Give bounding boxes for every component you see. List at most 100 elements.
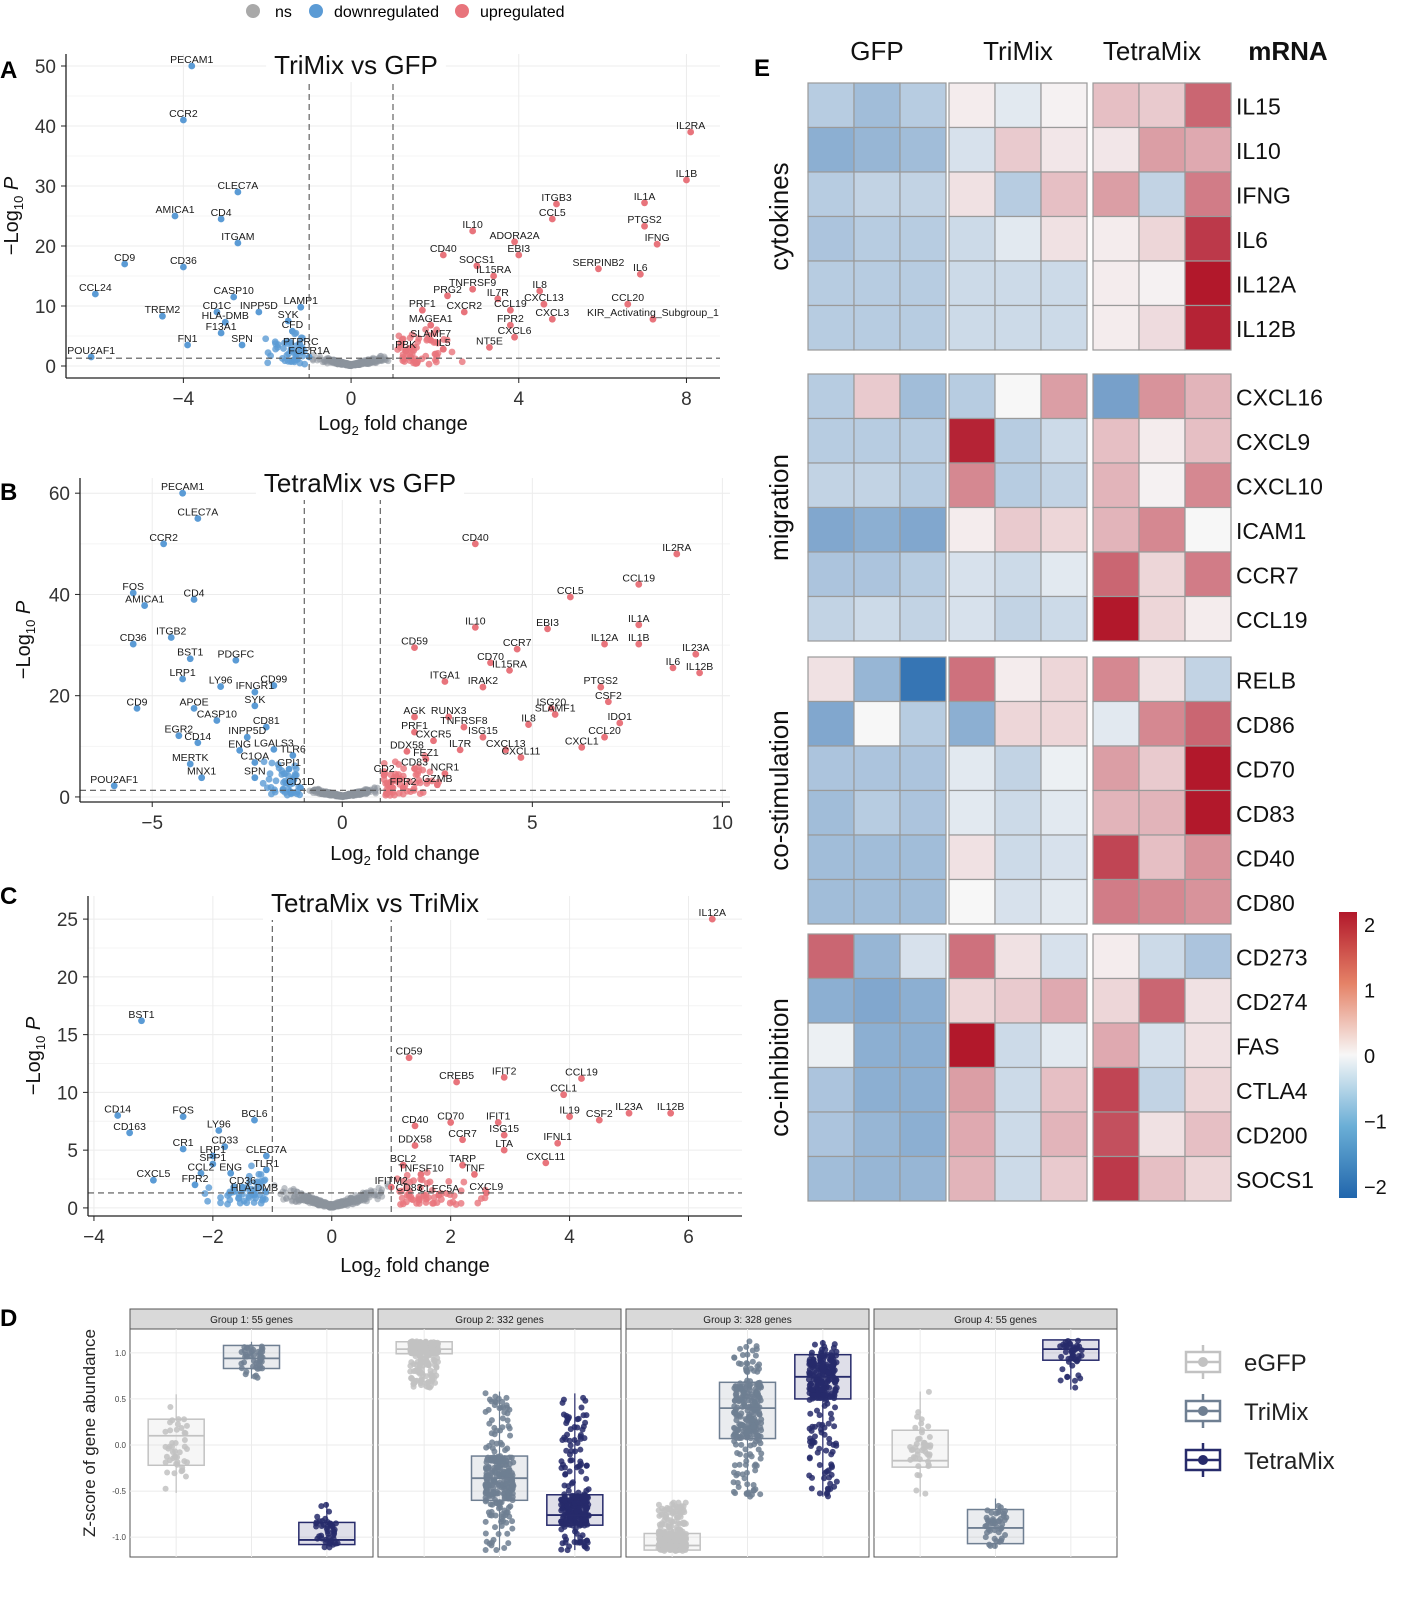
labeled-point [418, 306, 426, 314]
heatmap-cell [1138, 1066, 1186, 1113]
heatmap-cell [1040, 1111, 1088, 1158]
down-point [286, 338, 293, 346]
heatmap-cell [1184, 834, 1232, 881]
heatmap-cell [1184, 171, 1232, 218]
x-tick-label: 4 [513, 389, 524, 410]
data-point [485, 1509, 492, 1516]
labeled-point [232, 656, 240, 664]
y-tick-label: 15 [57, 1026, 78, 1047]
data-point [499, 1424, 506, 1431]
facet: Group 3: 328 genes [625, 1308, 870, 1558]
gene-label: CXCL6 [498, 325, 532, 337]
heatmap-panel-e: GFP TriMix TetraMix mRNA cytokines IL15 IL10 IF… [764, 36, 1387, 1202]
gene-label: FPR2 [182, 1173, 209, 1185]
heatmap-cell [1040, 656, 1088, 703]
heatmap-cell [948, 656, 996, 703]
gene-label: IFIT1 [486, 1110, 511, 1122]
data-point [821, 1475, 828, 1482]
heatmap-cell [1040, 595, 1088, 642]
data-point [407, 1362, 414, 1369]
gene-label: CXCL9 [1236, 429, 1310, 455]
heatmap-cell [1040, 126, 1088, 173]
data-point [162, 1485, 169, 1492]
heatmap-cell [1138, 933, 1186, 980]
significant-points [262, 326, 466, 368]
gene-label: CD99 [260, 674, 287, 686]
labeled-point [186, 760, 194, 768]
down-point [281, 357, 289, 365]
heatmap-cell [1040, 700, 1088, 747]
heatmap-cell [899, 656, 947, 703]
heatmap-cell [1184, 1111, 1232, 1158]
heatmap-cell [994, 977, 1042, 1024]
data-point [748, 1453, 755, 1460]
down-point [205, 1184, 213, 1192]
legend-marker [1198, 1357, 1208, 1367]
heatmap-cell [1138, 373, 1186, 420]
heatmap-cell [1138, 215, 1186, 262]
data-point [498, 1404, 505, 1411]
heatmap-cell [1138, 260, 1186, 307]
labeled-point [230, 293, 238, 301]
heatmap-cell [994, 656, 1042, 703]
data-point [752, 1352, 759, 1359]
heatmap-cell [1092, 878, 1140, 925]
data-point [756, 1365, 763, 1372]
heatmap-cell [899, 373, 947, 420]
data-point [504, 1417, 511, 1424]
heatmap-cell [948, 595, 996, 642]
gene-label: CD40 [462, 532, 489, 544]
gene-label: CASP10 [197, 708, 237, 720]
gene-label: POU2AF1 [67, 345, 115, 357]
labeled-point [641, 222, 648, 230]
facet-title: Group 1: 55 genes [210, 1315, 293, 1326]
labeled-point [500, 1073, 508, 1081]
ns-point [333, 1201, 341, 1208]
gene-label: CCL19 [622, 572, 655, 584]
data-point [482, 1390, 489, 1397]
labeled-point [601, 733, 608, 741]
heatmap-cell [1138, 304, 1186, 351]
y-tick-label: 0.5 [115, 1395, 127, 1404]
labeled-point [471, 623, 479, 631]
labeled-point [427, 336, 435, 344]
heatmap-cell [853, 82, 901, 129]
data-point [483, 1444, 490, 1451]
labeled-point [234, 188, 242, 196]
heatmap-cell [1138, 977, 1186, 1024]
panel-letter-d: D [0, 1305, 17, 1332]
heatmap-cell [807, 373, 855, 420]
gene-label: SYK [278, 309, 299, 321]
y-tick-label: 50 [35, 57, 56, 78]
data-point [427, 1383, 434, 1390]
gene-label: SLAMF7 [410, 328, 451, 340]
gene-label: CD36 [170, 255, 197, 267]
heatmap-cell [1184, 656, 1232, 703]
data-point [172, 1448, 179, 1455]
gene-label: CD273 [1236, 944, 1308, 970]
data-point [915, 1409, 922, 1416]
down-point [266, 770, 274, 778]
facet: Group 4: 55 genes [873, 1308, 1118, 1558]
gene-label: CCL5 [539, 207, 566, 219]
gene-label: LGALS3 [254, 737, 294, 749]
labeled-point [251, 1116, 258, 1124]
heatmap-cell [1138, 126, 1186, 173]
down-point [298, 334, 306, 342]
data-point [735, 1483, 742, 1490]
ns-point [294, 1195, 302, 1202]
gene-label: CD163 [113, 1121, 146, 1133]
up-point [400, 1177, 407, 1185]
labeled-point [194, 515, 202, 522]
heatmap-cell [807, 126, 855, 173]
data-point [743, 1490, 750, 1497]
labeled-point [547, 704, 555, 712]
labeled-point [289, 752, 297, 759]
data-point [664, 1516, 671, 1523]
labeled-point [198, 774, 206, 782]
facet-title: Group 2: 332 genes [455, 1315, 543, 1326]
boxplot-panel-d: Z-score of gene abundance 1.0 0.5 0.0 -0.5 -1… [80, 1308, 1335, 1558]
heatmap-cell [948, 1111, 996, 1158]
gene-label: CD36 [120, 632, 147, 644]
